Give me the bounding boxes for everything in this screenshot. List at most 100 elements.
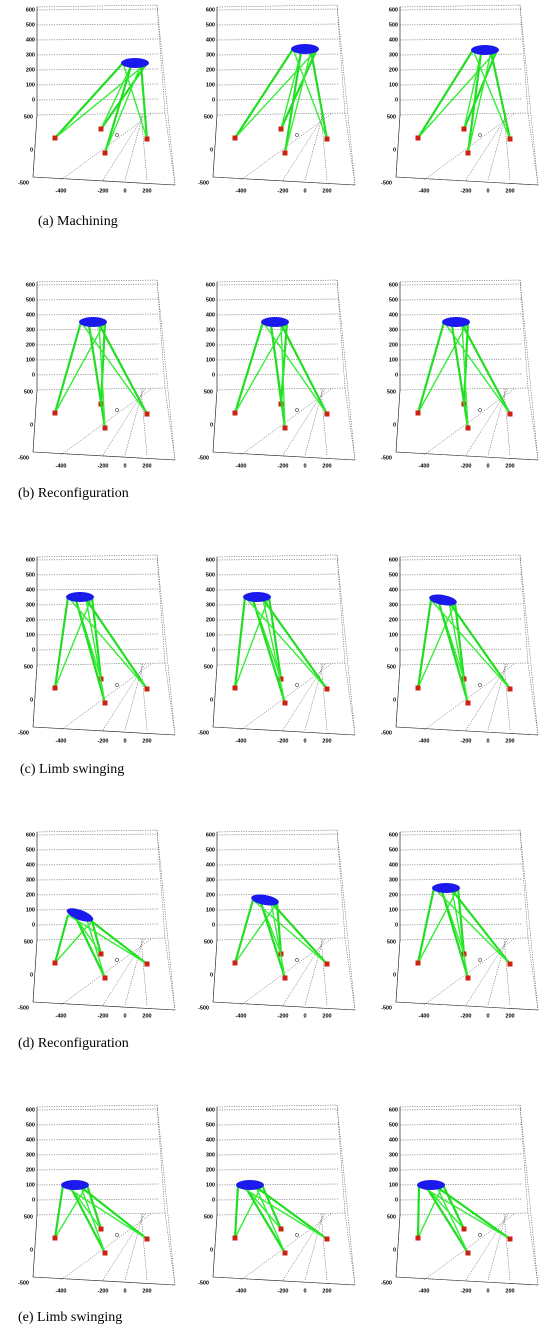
grid-line (503, 388, 511, 456)
grid-line (487, 388, 507, 456)
z-tick-label: 0 (395, 372, 398, 378)
y-tick-label: 0 (30, 697, 33, 703)
grid-line (216, 573, 340, 576)
limb (75, 917, 102, 955)
base-joint (232, 960, 238, 966)
x-tick-label: -200 (460, 1288, 471, 1294)
tool-point (478, 1233, 482, 1237)
grid-line (503, 113, 511, 181)
platform (66, 592, 94, 602)
y-tick-label: -500 (18, 730, 29, 736)
y-tick-label: -500 (198, 1005, 209, 1011)
limb (451, 889, 511, 965)
base-joint (465, 425, 471, 431)
z-tick-label: 200 (26, 892, 35, 898)
grid-line (36, 893, 160, 896)
grid-line (36, 283, 160, 286)
axes-box (212, 1104, 356, 1286)
grid-line (399, 1198, 523, 1201)
grid-line (216, 313, 340, 316)
axes-box (395, 1104, 539, 1286)
grid-line (36, 298, 160, 301)
limb (416, 321, 446, 414)
limb (54, 596, 93, 689)
y-tick-label: 0 (210, 1247, 213, 1253)
z-tick-label: 0 (395, 922, 398, 928)
limb (280, 51, 302, 130)
base-joint (98, 126, 104, 132)
x-tick-label: 200 (505, 1013, 514, 1019)
x-tick-label: -400 (55, 188, 66, 194)
limb (234, 596, 270, 689)
z-tick-label: 300 (206, 52, 215, 58)
grid-line (216, 1183, 340, 1186)
z-tick-label: 200 (206, 617, 215, 623)
z-tick-label: 300 (389, 327, 398, 333)
z-tick-label: 200 (26, 1167, 35, 1173)
tool-point (478, 133, 482, 137)
tool-point (295, 133, 299, 137)
limb (416, 887, 436, 964)
base-joint (461, 1226, 467, 1232)
grid-line (216, 38, 340, 41)
grid-line (399, 1168, 523, 1171)
limb (279, 48, 319, 130)
limb (85, 916, 106, 979)
platform (61, 1180, 89, 1190)
limb (62, 1184, 148, 1240)
limb (451, 889, 469, 979)
z-tick-label: 100 (26, 1182, 35, 1188)
limb (67, 596, 148, 690)
z-tick-label: 600 (26, 557, 35, 563)
z-tick-label: 200 (26, 342, 35, 348)
base-joint (232, 685, 238, 691)
z-tick-label: 600 (206, 832, 215, 838)
platform (79, 317, 107, 327)
axes-box (212, 4, 356, 186)
limb (85, 916, 148, 965)
z-tick-label: 200 (389, 892, 398, 898)
base-joint (102, 425, 108, 431)
z-tick-label: 500 (26, 297, 35, 303)
y-tick-label: 0 (30, 147, 33, 153)
x-tick-label: 0 (303, 1013, 306, 1019)
z-tick-label: 500 (206, 22, 215, 28)
platform (442, 317, 470, 327)
grid-line (465, 1213, 509, 1281)
x-tick-label: 0 (303, 188, 306, 194)
grid-line (399, 23, 523, 26)
grid-line (36, 833, 160, 836)
grid-line (216, 1108, 340, 1111)
limb (234, 1184, 263, 1239)
x-tick-label: 0 (303, 1288, 306, 1294)
grid-line (399, 98, 523, 101)
z-tick-label: 0 (32, 922, 35, 928)
limb (53, 321, 83, 414)
z-tick-label: 300 (389, 52, 398, 58)
limb (139, 64, 149, 140)
limb (489, 51, 512, 140)
z-tick-label: 100 (26, 907, 35, 913)
z-tick-label: 300 (26, 1152, 35, 1158)
grid-line (423, 1213, 515, 1281)
x-tick-label: 200 (142, 1288, 151, 1294)
axis-edge (395, 557, 539, 736)
grid-line (465, 663, 509, 731)
x-tick-label: -400 (55, 1013, 66, 1019)
grid-line (216, 8, 340, 11)
axes-box (395, 829, 539, 1011)
limb (472, 49, 511, 140)
limb (280, 323, 328, 415)
limb (67, 914, 148, 965)
x-tick-label: 200 (142, 188, 151, 194)
x-tick-label: -400 (235, 1013, 246, 1019)
limb (280, 323, 286, 429)
base-joint (465, 975, 471, 981)
y-tick-label: -500 (198, 1280, 209, 1286)
grid-line (36, 23, 160, 26)
limb (418, 1184, 511, 1240)
z-tick-label: 500 (389, 22, 398, 28)
platform (66, 908, 94, 922)
